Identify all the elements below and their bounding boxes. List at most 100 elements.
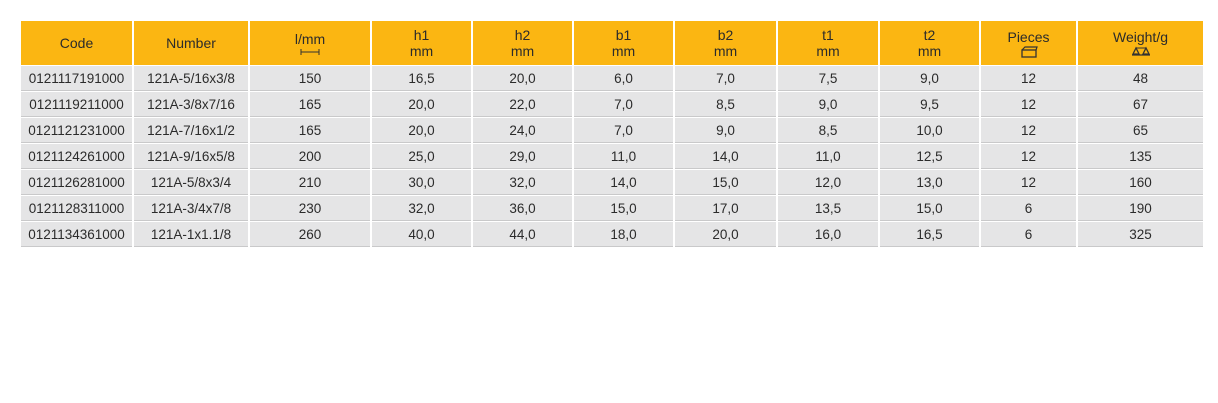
table-cell: 230 xyxy=(250,196,370,221)
table-cell: 13,0 xyxy=(880,170,979,195)
table-cell: 10,0 xyxy=(880,118,979,143)
table-cell: 20,0 xyxy=(372,92,471,117)
table-cell: 15,0 xyxy=(880,196,979,221)
header-unit: mm xyxy=(611,43,636,59)
table-cell: 325 xyxy=(1078,222,1203,247)
table-cell: 15,0 xyxy=(675,170,776,195)
table-cell: 11,0 xyxy=(778,144,878,169)
table-cell: 121A-3/4x7/8 xyxy=(134,196,248,221)
table-cell: 20,0 xyxy=(675,222,776,247)
table-cell: 7,0 xyxy=(574,92,673,117)
header-text: Pieces xyxy=(1007,28,1050,45)
table-cell: 9,0 xyxy=(778,92,878,117)
table-cell: 11,0 xyxy=(574,144,673,169)
table-cell: 0121119211000 xyxy=(21,92,132,117)
table-row: 0121126281000 121A-5/8x3/4 210 30,0 32,0 14,0… xyxy=(21,170,1203,195)
table-row: 0121117191000 121A-5/16x3/8 150 16,5 20,0 6,0… xyxy=(21,66,1203,91)
table-cell: 20,0 xyxy=(372,118,471,143)
table-cell: 30,0 xyxy=(372,170,471,195)
table-cell: 7,0 xyxy=(574,118,673,143)
header-text: l/mm xyxy=(294,30,326,47)
header-unit: mm xyxy=(409,43,434,59)
table-cell: 12,5 xyxy=(880,144,979,169)
table-cell: 14,0 xyxy=(675,144,776,169)
header-cell: h1 mm xyxy=(372,21,471,65)
header-cell: t1 mm xyxy=(778,21,878,65)
header-cell: b2 mm xyxy=(675,21,776,65)
header-cell: Weight/g xyxy=(1078,21,1203,65)
header-text: Code xyxy=(59,35,94,51)
table-cell: 165 xyxy=(250,118,370,143)
table-cell: 32,0 xyxy=(473,170,572,195)
table-cell: 32,0 xyxy=(372,196,471,221)
table-cell: 18,0 xyxy=(574,222,673,247)
table-cell: 6,0 xyxy=(574,66,673,91)
header-cell: h2 mm xyxy=(473,21,572,65)
table-cell: 36,0 xyxy=(473,196,572,221)
table-cell: 16,5 xyxy=(372,66,471,91)
table-cell: 67 xyxy=(1078,92,1203,117)
table-cell: 13,5 xyxy=(778,196,878,221)
table-cell: 65 xyxy=(1078,118,1203,143)
header-cell: l/mm xyxy=(250,21,370,65)
table-cell: 9,5 xyxy=(880,92,979,117)
table-cell: 16,5 xyxy=(880,222,979,247)
table-row: 0121124261000 121A-9/16x5/8 200 25,0 29,0 11,… xyxy=(21,144,1203,169)
product-table: Code Number l/mm h1 mm h2 mm b1 mm b2 mm t1 m… xyxy=(19,20,1205,248)
table-cell: 0121134361000 xyxy=(21,222,132,247)
header-text: Weight/g xyxy=(1113,29,1168,45)
table-cell: 29,0 xyxy=(473,144,572,169)
table-cell: 160 xyxy=(1078,170,1203,195)
header-unit: mm xyxy=(713,43,738,59)
header-cell: Code xyxy=(21,21,132,65)
table-cell: 8,5 xyxy=(778,118,878,143)
table-cell: 24,0 xyxy=(473,118,572,143)
header-cell: b1 mm xyxy=(574,21,673,65)
table-cell: 17,0 xyxy=(675,196,776,221)
table-cell: 25,0 xyxy=(372,144,471,169)
table-cell: 7,0 xyxy=(675,66,776,91)
table-cell: 121A-5/8x3/4 xyxy=(134,170,248,195)
table-cell: 210 xyxy=(250,170,370,195)
table-cell: 0121128311000 xyxy=(21,196,132,221)
table-cell: 121A-7/16x1/2 xyxy=(134,118,248,143)
header-text: t2 xyxy=(923,27,936,43)
table-cell: 9,0 xyxy=(675,118,776,143)
header-text: h1 xyxy=(413,27,430,43)
table-cell: 6 xyxy=(981,222,1076,247)
table-cell: 150 xyxy=(250,66,370,91)
table-cell: 135 xyxy=(1078,144,1203,169)
table-body: 0121117191000 121A-5/16x3/8 150 16,5 20,0 6,0… xyxy=(21,66,1203,247)
header-unit: mm xyxy=(917,43,942,59)
table-cell: 121A-9/16x5/8 xyxy=(134,144,248,169)
table-cell: 16,0 xyxy=(778,222,878,247)
pieces-icon xyxy=(1020,45,1038,58)
table-cell: 40,0 xyxy=(372,222,471,247)
header-row: Code Number l/mm h1 mm h2 mm b1 mm b2 mm t1 m… xyxy=(21,21,1203,65)
table-cell: 121A-3/8x7/16 xyxy=(134,92,248,117)
table-cell: 8,5 xyxy=(675,92,776,117)
header-cell: t2 mm xyxy=(880,21,979,65)
table-cell: 9,0 xyxy=(880,66,979,91)
weight-icon xyxy=(1131,46,1150,56)
table-cell: 15,0 xyxy=(574,196,673,221)
table-cell: 6 xyxy=(981,196,1076,221)
table-cell: 0121124261000 xyxy=(21,144,132,169)
table-cell: 12 xyxy=(981,170,1076,195)
header-cell: Number xyxy=(134,21,248,65)
table-cell: 12,0 xyxy=(778,170,878,195)
table-cell: 12 xyxy=(981,118,1076,143)
table-cell: 0121126281000 xyxy=(21,170,132,195)
table-row: 0121119211000 121A-3/8x7/16 165 20,0 22,0 7,0… xyxy=(21,92,1203,117)
table-cell: 48 xyxy=(1078,66,1203,91)
table-cell: 12 xyxy=(981,92,1076,117)
table-cell: 12 xyxy=(981,66,1076,91)
table-cell: 0121121231000 xyxy=(21,118,132,143)
table-row: 0121121231000 121A-7/16x1/2 165 20,0 24,0 7,0… xyxy=(21,118,1203,143)
table-cell: 165 xyxy=(250,92,370,117)
header-text: t1 xyxy=(822,27,834,43)
table-cell: 121A-1x1.1/8 xyxy=(134,222,248,247)
length-icon xyxy=(300,48,320,55)
table-cell: 121A-5/16x3/8 xyxy=(134,66,248,91)
